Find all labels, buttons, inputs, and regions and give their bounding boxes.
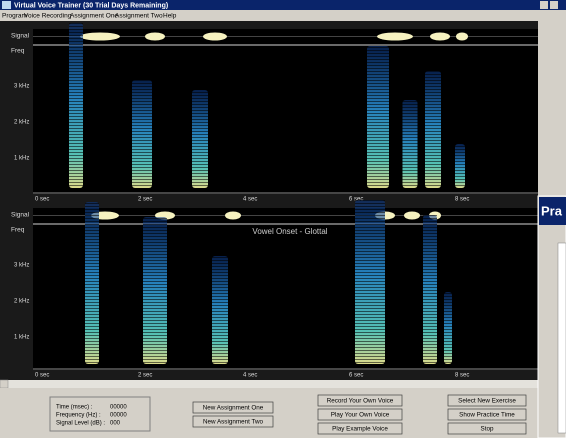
status-label: Time (msec) : (56, 405, 93, 411)
status-value: 00000 (110, 405, 127, 411)
signal-label: Signal (11, 33, 30, 40)
menu-item[interactable]: Help (163, 13, 177, 20)
window-title: Virtual Voice Trainer (30 Trial Days Rem… (14, 2, 168, 9)
freq-tick-label: 3 kHz (14, 84, 29, 90)
button-label[interactable]: Stop (481, 426, 494, 433)
freq-label: Freq (11, 48, 25, 55)
waveform (225, 211, 241, 220)
button-label[interactable]: New Assignment One (203, 405, 264, 412)
spectrogram-harmonics (69, 23, 83, 188)
waveform (456, 32, 468, 41)
spectrogram-harmonics (367, 46, 389, 188)
time-tick-label: 2 sec (138, 197, 152, 203)
button[interactable] (317, 408, 403, 421)
spectrogram-harmonics (425, 71, 441, 188)
spectrogram-harmonics (402, 100, 418, 188)
time-tick-label: 8 sec (455, 373, 469, 379)
status-value: 000 (110, 421, 121, 427)
waveform (203, 32, 227, 41)
side-window-title: Pra (541, 203, 563, 218)
button[interactable] (447, 408, 527, 421)
spectrogram-harmonics (85, 202, 99, 364)
button-label[interactable]: Play Example Voice (332, 426, 388, 433)
side-window-title-bar (539, 197, 566, 225)
time-tick-label: 6 sec (349, 373, 363, 379)
freq-tick-label: 3 kHz (14, 263, 29, 269)
button-label[interactable]: Record Your Own Voice (327, 398, 394, 405)
button-label[interactable]: Select New Exercise (458, 398, 516, 405)
button-label[interactable]: New Assignment Two (203, 419, 264, 426)
side-window-content (557, 242, 566, 434)
spectrogram-harmonics (444, 292, 452, 364)
status-label: Signal Level (dB) : (56, 421, 105, 427)
time-tick-label: 0 sec (35, 197, 49, 203)
waveform (377, 32, 413, 41)
menu-item[interactable]: Voice Recording (24, 13, 72, 20)
waveform (404, 211, 420, 220)
freq-tick-label: 2 kHz (14, 299, 29, 305)
button[interactable] (447, 422, 527, 435)
signal-label: Signal (11, 212, 30, 219)
caption: Vowel Onset - Glottal (252, 227, 327, 236)
status-label: Frequency (Hz) : (56, 413, 101, 419)
close-button[interactable] (550, 1, 558, 9)
freq-tick-label: 1 kHz (14, 335, 29, 341)
spectrogram-harmonics (355, 200, 385, 364)
time-tick-label: 2 sec (138, 373, 152, 379)
button[interactable] (317, 394, 403, 407)
waveform (430, 32, 450, 41)
scrollbar[interactable] (0, 380, 538, 388)
button-label[interactable]: Show Practice Time (459, 412, 515, 419)
time-tick-label: 8 sec (455, 197, 469, 203)
spectrogram (33, 225, 538, 368)
button[interactable] (317, 422, 403, 435)
menu-item[interactable]: Assignment Two (115, 13, 163, 20)
button-label[interactable]: Play Your Own Voice (331, 412, 390, 419)
spectrogram-harmonics (455, 144, 465, 188)
scroll-left[interactable] (0, 379, 9, 389)
spectrogram (33, 46, 538, 192)
status-box (49, 396, 151, 432)
waveform (145, 32, 165, 41)
status-value: 00000 (110, 413, 127, 419)
waveform (80, 32, 120, 41)
freq-label: Freq (11, 227, 25, 234)
spectrogram-harmonics (192, 90, 208, 188)
spectrogram-harmonics (132, 80, 152, 188)
time-tick-label: 6 sec (349, 197, 363, 203)
time-tick-label: 4 sec (243, 197, 257, 203)
title-bar (0, 0, 566, 10)
button[interactable] (192, 415, 274, 428)
button[interactable] (447, 394, 527, 407)
freq-tick-label: 1 kHz (14, 156, 29, 162)
spectrogram-harmonics (212, 256, 228, 364)
freq-tick-label: 2 kHz (14, 120, 29, 126)
menu-item[interactable]: Assignment One (70, 13, 118, 20)
menu-bar (0, 10, 566, 21)
restore-button[interactable] (540, 1, 548, 9)
spectrogram-harmonics (423, 215, 437, 364)
button[interactable] (192, 401, 274, 414)
menu-item[interactable]: Program (2, 13, 27, 20)
spectrogram-harmonics (143, 217, 167, 364)
app-icon (2, 1, 11, 9)
time-tick-label: 0 sec (35, 373, 49, 379)
time-tick-label: 4 sec (243, 373, 257, 379)
